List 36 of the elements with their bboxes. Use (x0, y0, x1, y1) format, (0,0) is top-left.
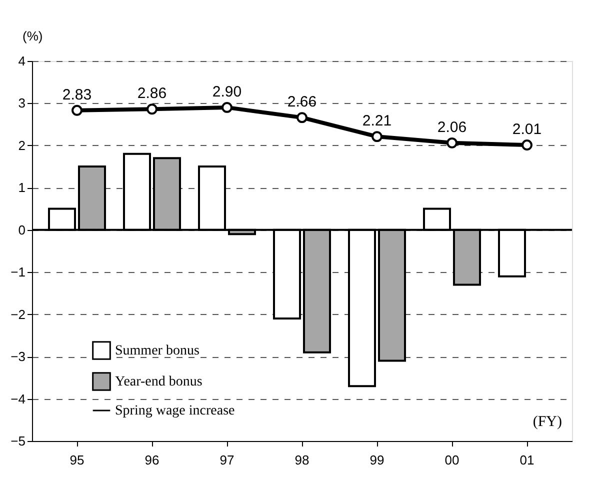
data-label: 2.86 (137, 85, 167, 102)
data-label: 2.83 (62, 86, 92, 104)
legend-label: Year-end bonus (115, 374, 202, 390)
y-tick-label: 2 (18, 138, 26, 153)
point (522, 140, 532, 150)
y-axis-title: (%) (22, 28, 43, 44)
point (372, 131, 382, 142)
point (72, 104, 82, 116)
x-tick-label: 01 (520, 452, 534, 468)
data-label: 2.90 (212, 83, 242, 100)
data-label: 2.66 (287, 94, 317, 111)
data-label: 2.21 (362, 112, 392, 130)
x-tick-label: 98 (294, 452, 310, 468)
legend-label: Spring wage increase (115, 404, 235, 418)
x-tick-label: 00 (444, 452, 460, 468)
x-tick-label: 96 (144, 452, 160, 468)
point (446, 137, 458, 148)
legend-label: Summer bonus (115, 344, 200, 358)
x-tick-label: 99 (370, 452, 384, 468)
annotation: (FY) (532, 414, 562, 430)
data-label: 2.06 (437, 118, 467, 136)
y-tick-label: −2 (10, 306, 26, 322)
y-tick-label: 0 (18, 222, 26, 238)
data-label: 2.01 (512, 121, 542, 138)
y-tick-label: −3 (10, 349, 26, 364)
x-tick-label: 97 (220, 452, 234, 468)
y-tick-label: −5 (10, 434, 26, 448)
point (296, 112, 308, 124)
y-tick-label: 1 (18, 180, 26, 196)
x-tick-label: 95 (70, 452, 84, 468)
point (146, 104, 158, 115)
y-tick-label: 4 (18, 54, 26, 68)
y-tick-label: −1 (10, 264, 26, 280)
point (222, 102, 232, 113)
y-tick-label: 3 (18, 96, 26, 111)
y-tick-label: −4 (10, 391, 26, 406)
